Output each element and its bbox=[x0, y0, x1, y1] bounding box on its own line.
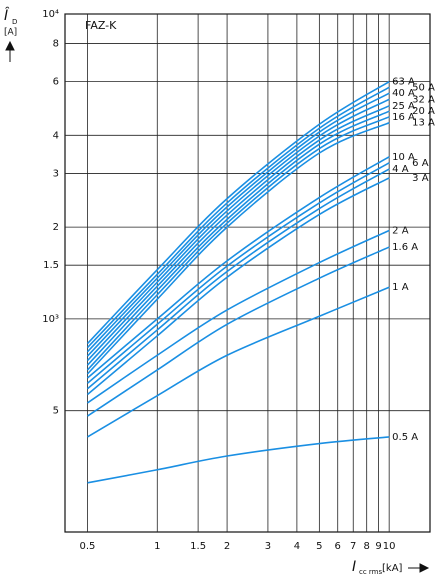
x-label-symbol: I bbox=[352, 559, 356, 575]
legend-entry: 32 A bbox=[412, 94, 435, 105]
curve bbox=[86, 92, 390, 353]
curve bbox=[86, 98, 390, 357]
y-tick-label: 8 bbox=[53, 39, 59, 50]
x-label-unit: [kA] bbox=[382, 563, 403, 574]
curve bbox=[86, 177, 390, 396]
y-tick-label: 6 bbox=[53, 77, 59, 88]
legend-entry: 10 A bbox=[392, 152, 415, 163]
x-tick-label: 1 bbox=[154, 541, 160, 552]
curve bbox=[87, 436, 390, 484]
legend-entry: 4 A bbox=[392, 164, 409, 175]
curve bbox=[86, 116, 390, 371]
legend-entry: 40 A bbox=[392, 88, 415, 99]
x-label-sub: cc rms bbox=[359, 568, 382, 576]
y-label-symbol: Î bbox=[4, 6, 10, 24]
x-tick-label: 4 bbox=[294, 541, 300, 552]
curve bbox=[86, 162, 390, 384]
legend-entry: 16 A bbox=[392, 112, 415, 123]
curve bbox=[86, 86, 390, 349]
x-tick-label: 6 bbox=[335, 541, 341, 552]
x-tick-label: 0.5 bbox=[80, 541, 96, 552]
x-tick-label: 2 bbox=[224, 541, 230, 552]
x-tick-label: 7 bbox=[350, 541, 356, 552]
curve bbox=[86, 80, 390, 345]
x-arrow bbox=[408, 563, 430, 573]
legend-entry: 50 A bbox=[412, 82, 435, 93]
legend-entry: 25 A bbox=[392, 101, 415, 112]
y-tick-label: 10³ bbox=[42, 314, 59, 325]
x-tick-label: 3 bbox=[265, 541, 271, 552]
legend-entry: 1.6 A bbox=[392, 242, 418, 253]
legend-entry: 6 A bbox=[412, 158, 429, 169]
y-label-unit: [A] bbox=[4, 28, 17, 38]
curve bbox=[86, 121, 390, 375]
y-tick-label: 2 bbox=[53, 222, 59, 233]
curve bbox=[86, 110, 390, 366]
x-tick-label: 10 bbox=[383, 541, 396, 552]
y-tick-label: 1.5 bbox=[43, 260, 59, 271]
curve bbox=[87, 246, 390, 417]
curve bbox=[87, 286, 390, 438]
chart-title: FAZ-K bbox=[85, 19, 117, 32]
legend-entry: 20 A bbox=[412, 106, 435, 117]
y-tick-label: 10⁴ bbox=[42, 9, 59, 20]
y-arrow bbox=[5, 40, 15, 62]
curve bbox=[86, 168, 390, 390]
curve bbox=[86, 156, 390, 379]
legend-entry: 63 A bbox=[392, 77, 415, 88]
y-tick-label: 4 bbox=[53, 130, 59, 141]
x-tick-label: 8 bbox=[364, 541, 370, 552]
x-tick-label: 1.5 bbox=[190, 541, 206, 552]
y-label-sub: D bbox=[12, 18, 17, 26]
x-tick-label: 9 bbox=[375, 541, 381, 552]
y-tick-label: 5 bbox=[53, 406, 59, 417]
legend-entry: 0.5 A bbox=[392, 432, 418, 443]
curve bbox=[87, 229, 390, 404]
legend-entry: 3 A bbox=[412, 173, 429, 184]
curve bbox=[86, 105, 390, 362]
legend-entry: 1 A bbox=[392, 282, 409, 293]
x-tick-label: 5 bbox=[316, 541, 322, 552]
legend-entry: 2 A bbox=[392, 225, 409, 236]
legend-entry: 13 A bbox=[412, 118, 435, 129]
y-tick-label: 3 bbox=[53, 168, 59, 179]
plot-frame bbox=[64, 13, 431, 533]
